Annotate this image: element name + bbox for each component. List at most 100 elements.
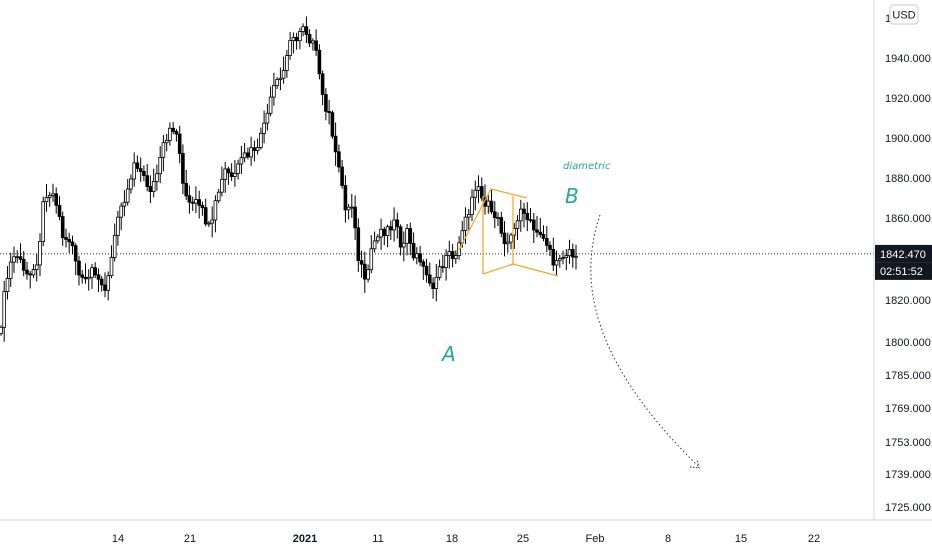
candle-body (246, 152, 250, 158)
candle-body (366, 269, 370, 280)
price-tick-label: 1739.000 (885, 469, 931, 481)
label-a[interactable]: A (440, 342, 456, 366)
annotation-labels: A B diametric (440, 161, 611, 366)
candle-body (67, 238, 72, 243)
candle-body (96, 274, 101, 280)
price-badges: 1842.470 02:51:52 (875, 244, 932, 280)
candle-body (181, 153, 185, 184)
time-tick-label: 2021 (293, 533, 317, 545)
candle-body (356, 227, 361, 262)
candle-body (418, 253, 422, 263)
candle-body (44, 196, 49, 203)
candle-body (496, 217, 500, 220)
candle-body (73, 245, 78, 262)
candle-body (187, 195, 192, 203)
candle-body (548, 244, 552, 250)
candle-body (223, 168, 228, 180)
candle-body (249, 147, 253, 158)
candle-body (291, 36, 296, 41)
candle-body (262, 122, 266, 134)
candle-body (369, 248, 374, 271)
candle-body (200, 204, 205, 209)
candle-body (525, 212, 530, 221)
candle-body (197, 199, 202, 206)
candle-body (109, 257, 114, 277)
candle-body (281, 70, 286, 79)
candle-body (288, 40, 292, 57)
candle-body (411, 242, 416, 259)
candle-body (15, 256, 20, 259)
projection-curve[interactable] (590, 214, 699, 467)
candle-body (60, 216, 65, 238)
currency-button[interactable]: USD (889, 4, 919, 25)
last-price-value: 1842.470 (880, 249, 926, 261)
time-tick-label: 14 (112, 533, 124, 545)
candle-body (327, 111, 331, 114)
candle-body (155, 173, 159, 182)
candle-body (353, 206, 357, 229)
price-tick-label: 1753.000 (885, 437, 931, 449)
candle-body (359, 260, 364, 265)
candle-body (272, 85, 276, 98)
candle-body (427, 274, 432, 284)
candle-body (236, 163, 240, 174)
candle-body (304, 26, 309, 35)
label-diametric[interactable]: diametric (563, 161, 611, 172)
price-axis[interactable]: 1940.000 1920.000 1900.000 1880.000 1860.000… (873, 0, 931, 520)
time-tick-label: 11 (372, 533, 383, 545)
candle-body (106, 275, 111, 291)
candle-body (519, 208, 523, 222)
candle-body (239, 157, 244, 165)
candle-body (574, 255, 578, 258)
candle-body (405, 228, 409, 244)
candle-body (535, 229, 539, 233)
candle-body (440, 266, 445, 269)
candle-body (99, 278, 104, 286)
candle-body (463, 216, 468, 232)
candle-body (242, 152, 247, 159)
candle-body (25, 269, 29, 275)
candle-body (340, 166, 344, 186)
pattern-upper-line[interactable] (458, 188, 528, 251)
candle-body (57, 204, 62, 217)
price-tick-label: 1860.000 (885, 213, 931, 225)
pattern-lower-line[interactable] (482, 263, 559, 277)
candle-body (285, 55, 289, 71)
candle-body (385, 226, 390, 236)
candle-body (499, 217, 504, 234)
candle-body (177, 133, 182, 154)
price-tick-label: 1880.000 (885, 173, 931, 185)
candle-body (0, 326, 3, 334)
time-axis[interactable]: 14 21 2021 11 18 25 Feb 8 15 22 (0, 519, 932, 545)
candle-body (80, 274, 85, 278)
candle-body (528, 219, 533, 222)
candle-body (447, 251, 452, 256)
candle-body (265, 112, 270, 124)
price-tick-label: 1920.000 (885, 93, 931, 105)
candle-body (408, 228, 413, 244)
diametric-pattern-drawing[interactable] (458, 188, 559, 277)
currency-label: USD (892, 10, 915, 22)
candle-body (148, 186, 153, 192)
candle-body (125, 188, 130, 203)
candle-body (8, 261, 13, 279)
projection-arrow[interactable] (590, 214, 700, 469)
candle-body (320, 73, 325, 95)
candle-body (388, 226, 393, 231)
candle-body (171, 127, 176, 132)
time-tick-label: 25 (517, 533, 529, 545)
candle-body (18, 256, 23, 260)
candle-body (434, 276, 439, 289)
candle-body (392, 219, 396, 231)
candle-body (116, 216, 120, 236)
candle-body (450, 251, 455, 260)
label-b[interactable]: B (565, 184, 579, 208)
candle-body (362, 263, 367, 280)
candle-body (311, 40, 315, 44)
candle-body (220, 178, 224, 193)
candle-body (330, 112, 335, 137)
candle-body (382, 228, 387, 237)
candle-body (203, 207, 208, 225)
candle-body (466, 214, 471, 218)
